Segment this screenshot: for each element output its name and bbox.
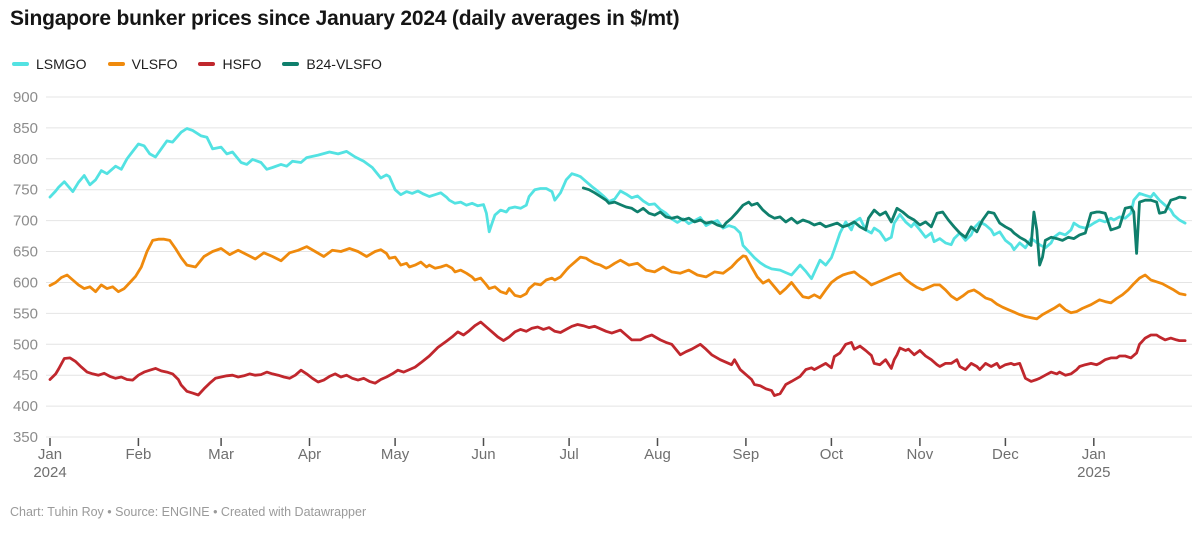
hsfo-color-swatch [198,62,216,66]
svg-text:2025: 2025 [1077,464,1110,481]
svg-text:900: 900 [13,89,38,106]
legend-label: VLSFO [131,56,178,72]
svg-text:Feb: Feb [125,446,151,463]
legend-item-lsmgo: LSMGO [12,56,87,72]
svg-text:Jan: Jan [1082,446,1106,463]
legend-label: LSMGO [36,56,87,72]
legend-label: HSFO [222,56,262,72]
svg-text:May: May [381,446,410,463]
legend-label: B24-VLSFO [306,56,382,72]
svg-text:500: 500 [13,336,38,353]
legend-item-vlsfo: VLSFO [107,56,178,72]
svg-text:600: 600 [13,275,38,292]
svg-text:Sep: Sep [733,446,760,463]
svg-text:750: 750 [13,182,38,199]
page-title: Singapore bunker prices since January 20… [10,7,680,30]
svg-text:450: 450 [13,367,38,384]
svg-text:Apr: Apr [298,446,321,463]
svg-text:2024: 2024 [33,464,66,481]
svg-text:700: 700 [13,213,38,230]
svg-text:400: 400 [13,398,38,415]
svg-text:Dec: Dec [992,446,1019,463]
b24-vlsfo-color-swatch [282,62,300,66]
svg-text:Jul: Jul [560,446,579,463]
svg-text:650: 650 [13,244,38,261]
svg-text:800: 800 [13,151,38,168]
svg-text:Aug: Aug [644,446,671,463]
svg-text:850: 850 [13,120,38,137]
svg-text:Nov: Nov [907,446,934,463]
vlsfo-color-swatch [107,62,125,66]
svg-text:550: 550 [13,305,38,322]
svg-text:Jan: Jan [38,446,62,463]
svg-text:Oct: Oct [820,446,844,463]
chart-legend: LSMGO VLSFO HSFO B24-VLSFO [12,56,382,72]
legend-item-hsfo: HSFO [198,56,261,72]
chart-attribution: Chart: Tuhin Roy • Source: ENGINE • Crea… [10,505,367,519]
lsmgo-color-swatch [12,62,29,66]
legend-item-b24-vlsfo: B24-VLSFO [282,56,382,72]
svg-text:Jun: Jun [471,446,495,463]
svg-text:350: 350 [13,429,38,446]
svg-text:Mar: Mar [208,446,234,463]
